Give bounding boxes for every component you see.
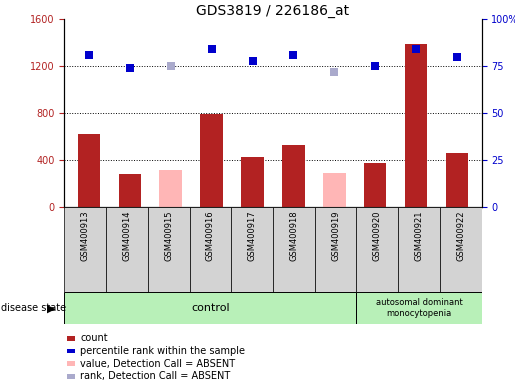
Text: autosomal dominant
monocytopenia: autosomal dominant monocytopenia — [375, 298, 462, 318]
Bar — [64, 292, 356, 324]
Bar — [118, 174, 141, 207]
Bar — [64, 207, 106, 292]
Point — [330, 69, 338, 75]
Text: GSM400913: GSM400913 — [81, 211, 90, 262]
Bar — [315, 207, 356, 292]
Text: ▶: ▶ — [47, 303, 56, 313]
Bar — [398, 207, 440, 292]
Point — [289, 52, 298, 58]
Bar — [160, 170, 182, 207]
Point — [248, 58, 256, 64]
Text: disease state: disease state — [1, 303, 66, 313]
Text: rank, Detection Call = ABSENT: rank, Detection Call = ABSENT — [80, 371, 231, 381]
Text: GSM400914: GSM400914 — [123, 211, 131, 261]
Text: GSM400919: GSM400919 — [331, 211, 340, 261]
Bar — [323, 173, 346, 207]
Bar — [405, 44, 427, 207]
Text: GSM400920: GSM400920 — [373, 211, 382, 261]
Text: percentile rank within the sample: percentile rank within the sample — [80, 346, 245, 356]
Point — [126, 65, 134, 71]
Bar — [231, 207, 273, 292]
Bar — [148, 207, 190, 292]
Point — [208, 46, 216, 52]
Text: GSM400915: GSM400915 — [164, 211, 173, 261]
Text: GSM400916: GSM400916 — [206, 211, 215, 262]
Bar — [200, 114, 223, 207]
Text: GSM400922: GSM400922 — [456, 211, 465, 261]
Bar — [282, 145, 305, 207]
Text: control: control — [191, 303, 230, 313]
Bar — [364, 163, 386, 207]
Point — [85, 52, 93, 58]
Point — [371, 63, 380, 70]
Bar — [273, 207, 315, 292]
Text: value, Detection Call = ABSENT: value, Detection Call = ABSENT — [80, 359, 235, 369]
Text: count: count — [80, 333, 108, 343]
Point — [453, 54, 461, 60]
Bar — [446, 153, 468, 207]
Point — [166, 63, 175, 70]
Bar — [106, 207, 148, 292]
Bar — [78, 134, 100, 207]
Text: GSM400918: GSM400918 — [289, 211, 298, 262]
Bar — [356, 292, 482, 324]
Title: GDS3819 / 226186_at: GDS3819 / 226186_at — [196, 4, 350, 18]
Bar — [241, 157, 264, 207]
Text: GSM400921: GSM400921 — [415, 211, 423, 261]
Bar — [440, 207, 482, 292]
Bar — [356, 207, 398, 292]
Bar — [190, 207, 231, 292]
Text: GSM400917: GSM400917 — [248, 211, 256, 262]
Point — [412, 46, 420, 52]
